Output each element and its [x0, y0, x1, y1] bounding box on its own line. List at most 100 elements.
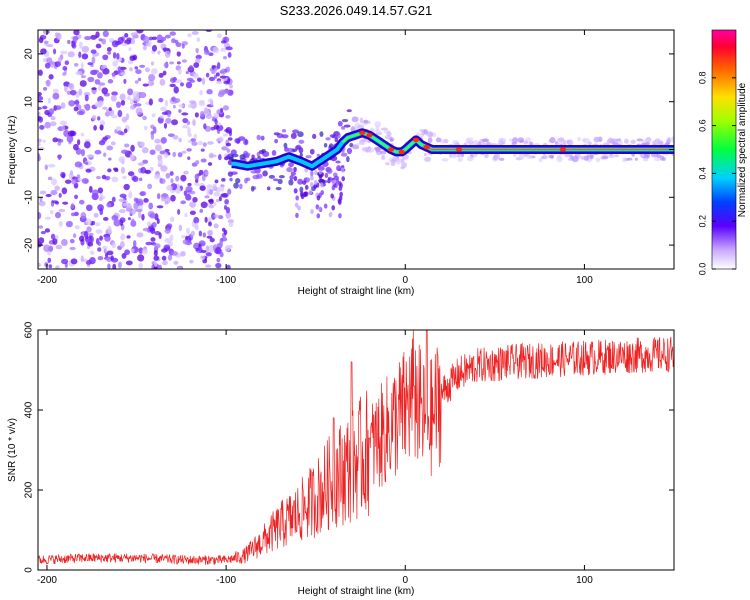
- spectrogram-noise: [38, 225, 44, 229]
- spectrogram-noise: [102, 68, 110, 75]
- spectrogram-noise: [139, 141, 146, 147]
- spectrogram-noise: [116, 52, 120, 60]
- spectrogram-noise: [171, 38, 176, 44]
- spectrogram-noise: [66, 135, 74, 143]
- spectrogram-noise: [117, 109, 123, 118]
- spectrogram-noise: [61, 187, 68, 195]
- spectrogram-noise: [127, 217, 131, 221]
- spectrogram-halo: [334, 137, 339, 143]
- spectrogram-noise: [224, 245, 231, 252]
- spectrogram-noise: [150, 132, 155, 141]
- spectrogram-noise: [123, 128, 128, 134]
- spectrogram-noise: [163, 62, 169, 68]
- spectrogram-noise: [39, 190, 47, 195]
- spectrogram-noise: [185, 186, 193, 193]
- spectrogram-noise: [110, 141, 116, 146]
- spectrogram-halo: [456, 153, 461, 158]
- spectrogram-noise: [139, 191, 146, 196]
- spectrogram-noise: [222, 56, 228, 60]
- spectrogram-halo: [272, 178, 279, 182]
- spectrogram-halo: [341, 118, 349, 123]
- spectrogram-noise: [209, 154, 217, 158]
- spectrogram-noise: [99, 192, 103, 198]
- spectrogram-noise: [107, 225, 112, 234]
- spectrogram-noise: [38, 116, 44, 123]
- spectrogram-noise: [177, 152, 183, 158]
- spectrogram-noise: [188, 65, 194, 70]
- spectrogram-halo: [278, 175, 285, 179]
- spectrogram-noise: [42, 105, 48, 110]
- spectrogram-noise: [38, 142, 41, 147]
- spectrogram-noise: [208, 189, 214, 195]
- spectrogram-noise: [118, 156, 126, 163]
- spectrogram-noise: [38, 106, 42, 110]
- spectrogram-noise: [199, 89, 203, 96]
- spectrogram-halo: [583, 155, 590, 161]
- spectrogram-noise: [205, 252, 212, 257]
- spectrogram-noise: [207, 230, 213, 237]
- spectrogram-noise: [126, 96, 131, 100]
- spectrogram-noise: [163, 152, 169, 158]
- spectrogram-noise: [135, 103, 142, 107]
- spectrogram-noise: [220, 68, 226, 75]
- spectrogram-noise: [49, 121, 57, 127]
- spectrogram-halo: [292, 129, 300, 134]
- spectrogram-noise: [130, 32, 139, 37]
- spectrogram-noise: [176, 51, 181, 57]
- spectrogram-halo: [277, 178, 283, 185]
- spectrogram-halo: [292, 148, 298, 152]
- spectrogram-noise: [216, 80, 223, 85]
- spectrogram-noise: [62, 72, 67, 76]
- spectrogram-noise: [169, 77, 176, 83]
- spectrogram-noise: [97, 116, 101, 121]
- spectrogram-noise: [106, 202, 112, 208]
- spectrogram-noise: [44, 228, 51, 233]
- spectrogram-halo: [511, 141, 517, 145]
- spectrogram-noise: [98, 140, 106, 146]
- spectrogram-noise: [87, 76, 95, 83]
- spectrogram-noise: [132, 176, 139, 183]
- spectrogram-noise: [106, 250, 114, 256]
- spectrogram-noise: [216, 33, 222, 39]
- spectrogram-noise: [198, 230, 203, 237]
- spectrogram-noise: [92, 69, 99, 74]
- spectrogram-halo: [283, 142, 288, 149]
- spectrogram-noise: [154, 173, 161, 180]
- spectrogram-noise: [121, 116, 128, 123]
- spectrogram-halo: [297, 131, 304, 138]
- spectrogram-noise: [221, 227, 226, 232]
- spectrogram-noise: [165, 172, 171, 179]
- spectrogram-halo: [427, 137, 433, 144]
- spectrogram-noise: [203, 50, 210, 56]
- spectrogram-noise: [165, 34, 171, 39]
- spectrogram-noise: [108, 107, 112, 112]
- spectrogram-halo: [324, 172, 329, 178]
- spectrogram-noise: [120, 233, 126, 241]
- spectrogram-noise: [193, 72, 199, 79]
- spectrogram-halo: [331, 205, 336, 211]
- spectrogram-halo: [375, 125, 379, 131]
- spectrogram-noise: [106, 145, 114, 151]
- spectrogram-noise: [172, 151, 177, 158]
- spectrogram-noise: [149, 149, 156, 155]
- spectrogram-noise: [142, 115, 147, 121]
- spectrogram-halo: [656, 154, 662, 159]
- spectrogram-noise: [141, 248, 148, 255]
- spectrogram-halo: [229, 177, 233, 182]
- spectrogram-noise: [58, 208, 66, 213]
- spectrogram-noise: [225, 66, 231, 73]
- spectrogram-halo: [337, 120, 343, 127]
- spectrogram-noise: [211, 212, 216, 220]
- spectrogram-noise: [38, 138, 43, 143]
- spectrogram-halo: [498, 137, 504, 144]
- spectrogram-noise: [214, 179, 219, 184]
- spectrogram-noise: [56, 32, 62, 40]
- colorbar-label: Normalized spectral amplitude: [737, 82, 748, 217]
- spectrogram-halo: [308, 189, 313, 195]
- spectrogram-noise: [151, 36, 158, 41]
- spectrogram-noise: [213, 191, 221, 197]
- spectrogram-noise: [225, 114, 231, 119]
- spectrogram-halo: [340, 165, 345, 169]
- spectrogram-noise: [111, 176, 119, 183]
